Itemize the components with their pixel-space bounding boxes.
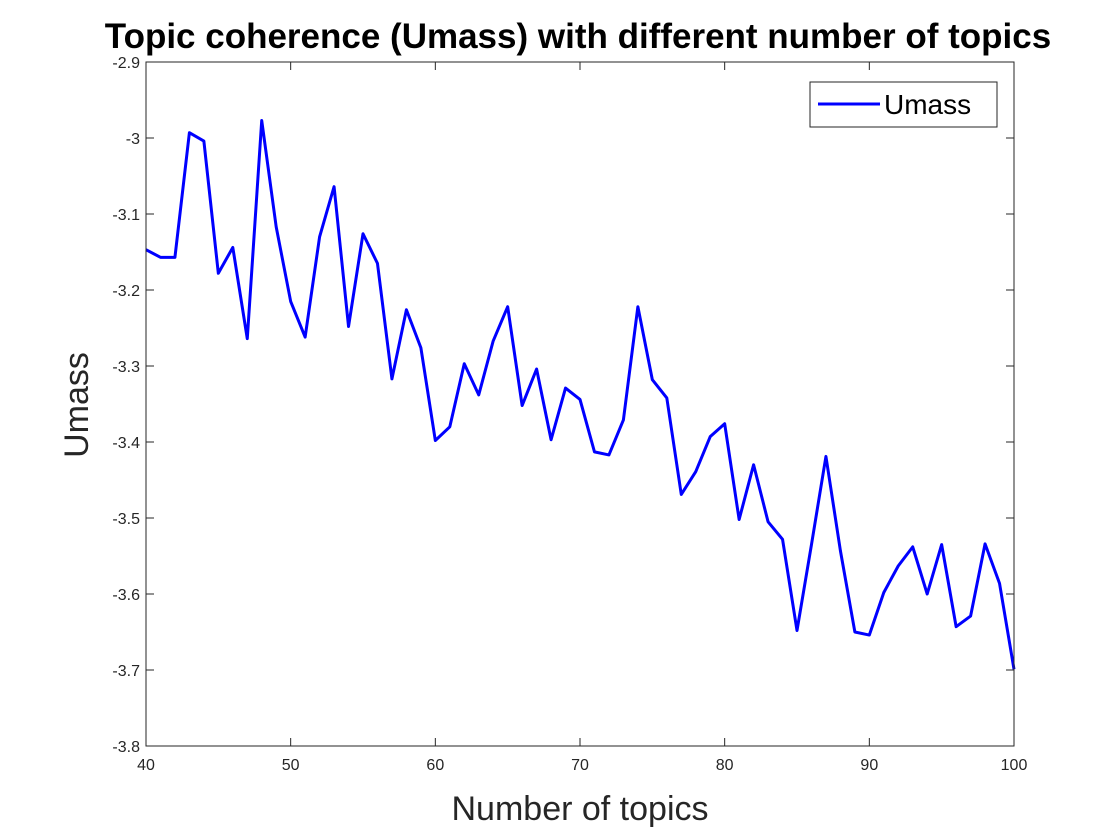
plot-frame — [145, 61, 1015, 747]
x-tick-label: 90 — [860, 757, 878, 774]
legend-label: Umass — [884, 89, 971, 120]
x-tick-label: 60 — [426, 757, 444, 774]
legend: Umass — [809, 81, 998, 128]
y-tick-label: -3.4 — [112, 435, 140, 452]
y-tick-label: -3 — [126, 131, 140, 148]
y-tick-label: -3.1 — [112, 207, 140, 224]
y-tick-label: -3.2 — [112, 283, 140, 300]
y-tick-label: -2.9 — [112, 55, 140, 72]
x-tick-label: 70 — [571, 757, 589, 774]
chart-title: Topic coherence (Umass) with different n… — [105, 17, 1051, 56]
x-axis-label: Number of topics — [452, 790, 709, 828]
y-axis-label: Umass — [58, 352, 96, 458]
series-line-umass — [145, 119, 1016, 670]
y-tick-label: -3.7 — [112, 663, 140, 680]
y-tick-label: -3.6 — [112, 587, 140, 604]
axis-tick-labels: 40 50 60 70 80 90 100 -2.9 -3 -3.1 -3.2 -3.3 -3.4 -3.… — [112, 55, 1027, 774]
x-tick-label: 100 — [1001, 757, 1028, 774]
x-tick-label: 40 — [137, 757, 155, 774]
x-tick-label: 50 — [282, 757, 300, 774]
y-tick-label: -3.3 — [112, 359, 140, 376]
y-tick-label: -3.5 — [112, 511, 140, 528]
y-tick-label: -3.8 — [112, 739, 140, 756]
x-tick-label: 80 — [716, 757, 734, 774]
